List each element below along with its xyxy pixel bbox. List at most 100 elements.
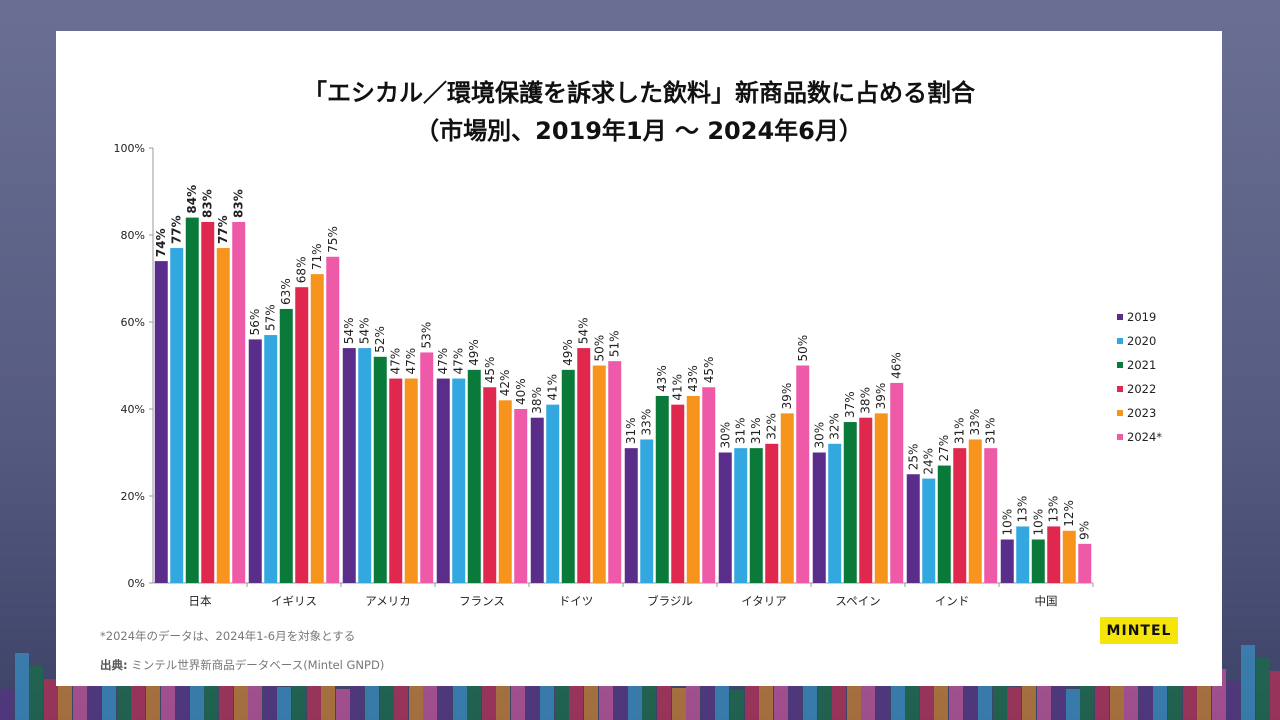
data-label: 31%	[953, 417, 967, 444]
bar-2022-5	[671, 404, 685, 583]
y-tick-label: 40%	[121, 403, 145, 416]
x-tick-label: 日本	[189, 594, 212, 608]
bar-2023-1	[310, 274, 324, 583]
data-label: 63%	[279, 278, 293, 305]
background-bar	[1255, 658, 1270, 720]
bar-2020-6	[734, 448, 748, 583]
legend-swatch-2021	[1117, 362, 1123, 368]
bar-2019-7	[812, 452, 826, 583]
background-bar	[1270, 671, 1280, 720]
data-label: 32%	[828, 413, 842, 440]
background-bar	[277, 687, 292, 720]
background-bar	[1007, 687, 1022, 720]
background-bar	[29, 666, 44, 720]
bar-2023-7	[874, 413, 888, 583]
legend-swatch-2024	[1117, 434, 1123, 440]
data-label: 51%	[608, 330, 622, 357]
background-bar	[715, 677, 730, 720]
bar-2024-1	[326, 256, 340, 583]
data-label: 31%	[984, 417, 998, 444]
y-tick-label: 100%	[114, 142, 145, 155]
background-bar	[890, 683, 905, 720]
bar-2019-4	[530, 417, 544, 583]
background-bar	[1226, 682, 1241, 720]
source-line: 出典: ミンテル世界新商品データベース(Mintel GNPD)	[100, 657, 384, 673]
data-label: 54%	[358, 317, 372, 344]
bar-2024-8	[984, 448, 998, 583]
bar-2020-5	[640, 439, 654, 583]
background-bar	[335, 689, 350, 720]
background-bar	[671, 688, 686, 720]
data-label: 33%	[640, 409, 654, 436]
bar-2024-6	[796, 365, 810, 583]
data-label: 52%	[373, 326, 387, 353]
data-label: 13%	[1047, 496, 1061, 523]
background-bar	[1241, 645, 1255, 720]
bar-2021-1	[279, 308, 293, 583]
bar-2020-2	[358, 348, 372, 583]
data-label: 74%	[154, 228, 168, 257]
data-label: 30%	[812, 422, 826, 449]
background-bar	[14, 653, 29, 720]
x-tick-label: アメリカ	[365, 594, 410, 608]
background-bar	[43, 679, 58, 720]
bar-2024-2	[420, 352, 434, 583]
data-label: 39%	[780, 383, 794, 410]
legend-label: 2021	[1127, 358, 1156, 372]
background-bar	[1109, 678, 1124, 720]
data-label: 10%	[1000, 509, 1014, 536]
bar-2024-4	[608, 361, 622, 583]
bar-2021-7	[843, 422, 857, 583]
bar-2019-1	[248, 339, 262, 583]
data-label: 30%	[718, 422, 732, 449]
data-label: 25%	[906, 444, 920, 471]
data-label: 41%	[671, 374, 685, 401]
background-bar	[438, 680, 452, 720]
legend-label: 2023	[1127, 406, 1156, 420]
bar-2019-2	[342, 348, 356, 583]
x-tick-label: イタリア	[741, 594, 787, 608]
bar-2020-9	[1016, 526, 1030, 583]
bar-2022-0	[201, 221, 215, 583]
bar-2022-7	[859, 417, 873, 583]
data-label: 84%	[185, 185, 199, 214]
x-tick-label: ドイツ	[559, 594, 594, 608]
bar-2021-5	[655, 395, 669, 583]
bar-2021-8	[937, 465, 951, 583]
bar-2020-8	[922, 478, 936, 583]
data-label: 13%	[1016, 496, 1030, 523]
bar-2023-8	[968, 439, 982, 583]
x-tick-label: フランス	[459, 594, 505, 608]
data-label: 39%	[874, 383, 888, 410]
data-label: 9%	[1078, 521, 1092, 540]
chart-title: 「エシカル／環境保護を訴求した飲料」新商品数に占める割合	[303, 79, 975, 107]
data-label: 47%	[389, 348, 403, 375]
bar-2021-0	[185, 217, 199, 583]
background-bar	[949, 685, 963, 720]
data-label: 37%	[843, 391, 857, 418]
bar-2022-8	[953, 448, 967, 583]
bar-2019-9	[1000, 539, 1014, 583]
background-bar	[496, 682, 511, 720]
legend-swatch-2020	[1117, 338, 1123, 344]
legend-label: 2022	[1127, 382, 1156, 396]
data-label: 53%	[420, 322, 434, 349]
data-label: 50%	[796, 335, 810, 362]
bar-2024-0	[232, 221, 246, 583]
data-label: 47%	[452, 348, 466, 375]
background-bar	[832, 681, 847, 720]
bar-2021-3	[467, 369, 481, 583]
background-bar	[1051, 676, 1066, 720]
x-tick-label: スペイン	[835, 594, 880, 608]
data-label: 83%	[201, 189, 215, 218]
bar-2021-4	[561, 369, 575, 583]
bar-2024-3	[514, 409, 528, 583]
bar-2023-2	[404, 378, 418, 583]
data-label: 42%	[498, 370, 512, 397]
data-label: 33%	[968, 409, 982, 436]
y-tick-label: 80%	[121, 229, 145, 242]
data-label: 75%	[326, 226, 340, 253]
bar-2020-3	[452, 378, 466, 583]
bar-2019-6	[718, 452, 732, 583]
